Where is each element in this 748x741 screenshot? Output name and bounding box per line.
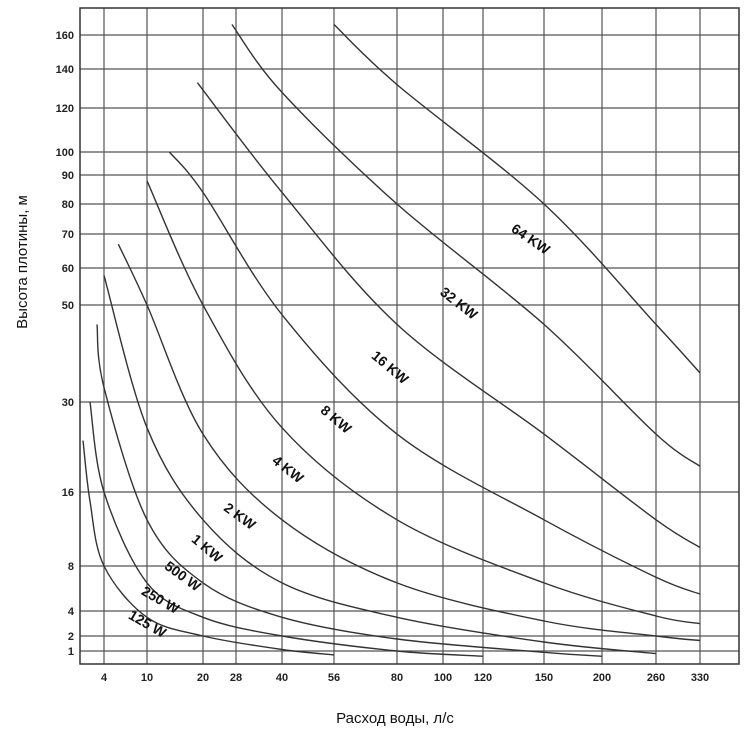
curve-250-w bbox=[89, 401, 484, 657]
plot-frame bbox=[79, 7, 740, 665]
curve-label-16-kw: 16 KW bbox=[369, 347, 413, 387]
y-tick-8: 8 bbox=[68, 561, 74, 573]
curve-label-500-w: 500 W bbox=[162, 558, 205, 595]
horizontal-gridlines bbox=[80, 34, 739, 652]
y-tick-140: 140 bbox=[56, 64, 74, 76]
curve-2-kw bbox=[117, 243, 701, 642]
x-tick-20: 20 bbox=[197, 672, 209, 684]
curve-32-kw bbox=[231, 24, 701, 467]
x-tick-10: 10 bbox=[141, 672, 153, 684]
x-tick-260: 260 bbox=[647, 672, 665, 684]
curve-125-w bbox=[82, 440, 335, 656]
vertical-gridlines bbox=[103, 8, 701, 664]
y-tick-60: 60 bbox=[62, 263, 74, 275]
x-tick-40: 40 bbox=[276, 672, 288, 684]
y-tick-80: 80 bbox=[62, 199, 74, 211]
curve-500-w bbox=[96, 324, 603, 657]
curve-16-kw bbox=[196, 82, 701, 549]
x-tick-100: 100 bbox=[434, 672, 452, 684]
y-tick-50: 50 bbox=[62, 300, 74, 312]
x-tick-80: 80 bbox=[391, 672, 403, 684]
y-tick-labels: 1 2 4 8 16 30 50 60 70 80 90 100 120 140 160 bbox=[56, 30, 75, 658]
y-tick-70: 70 bbox=[62, 229, 74, 241]
curve-64-kw bbox=[333, 23, 701, 374]
curve-label-2-kw: 2 KW bbox=[221, 499, 259, 533]
curve-1-kw bbox=[103, 275, 657, 655]
y-tick-160: 160 bbox=[56, 30, 74, 42]
curve-label-8-kw: 8 KW bbox=[318, 402, 356, 437]
curve-label-32-kw: 32 KW bbox=[437, 284, 481, 323]
y-tick-4: 4 bbox=[68, 606, 75, 618]
y-axis-title: Высота плотины, м bbox=[14, 195, 31, 329]
y-tick-30: 30 bbox=[62, 397, 74, 409]
x-tick-labels: 4 10 20 28 40 56 80 100 120 150 200 260 330 bbox=[101, 672, 709, 684]
y-tick-16: 16 bbox=[62, 487, 74, 499]
y-tick-120: 120 bbox=[56, 103, 74, 115]
y-tick-100: 100 bbox=[56, 147, 74, 159]
curve-label-64-kw: 64 KW bbox=[509, 220, 554, 258]
y-tick-1: 1 bbox=[68, 646, 74, 658]
x-tick-56: 56 bbox=[328, 672, 340, 684]
x-tick-200: 200 bbox=[593, 672, 611, 684]
y-tick-90: 90 bbox=[62, 170, 74, 182]
x-tick-150: 150 bbox=[535, 672, 553, 684]
x-tick-28: 28 bbox=[230, 672, 242, 684]
curve-label-4-kw: 4 KW bbox=[269, 452, 307, 487]
x-tick-330: 330 bbox=[691, 672, 709, 684]
power-curves bbox=[82, 23, 701, 657]
curve-label-1-kw: 1 KW bbox=[189, 531, 227, 566]
x-tick-4: 4 bbox=[101, 672, 108, 684]
x-tick-120: 120 bbox=[474, 672, 492, 684]
curve-4-kw bbox=[146, 180, 701, 625]
curve-8-kw bbox=[168, 151, 701, 595]
y-tick-2: 2 bbox=[68, 631, 74, 643]
curve-label-250-w: 250 W bbox=[139, 583, 183, 617]
x-axis-title: Расход воды, л/с bbox=[336, 710, 454, 727]
